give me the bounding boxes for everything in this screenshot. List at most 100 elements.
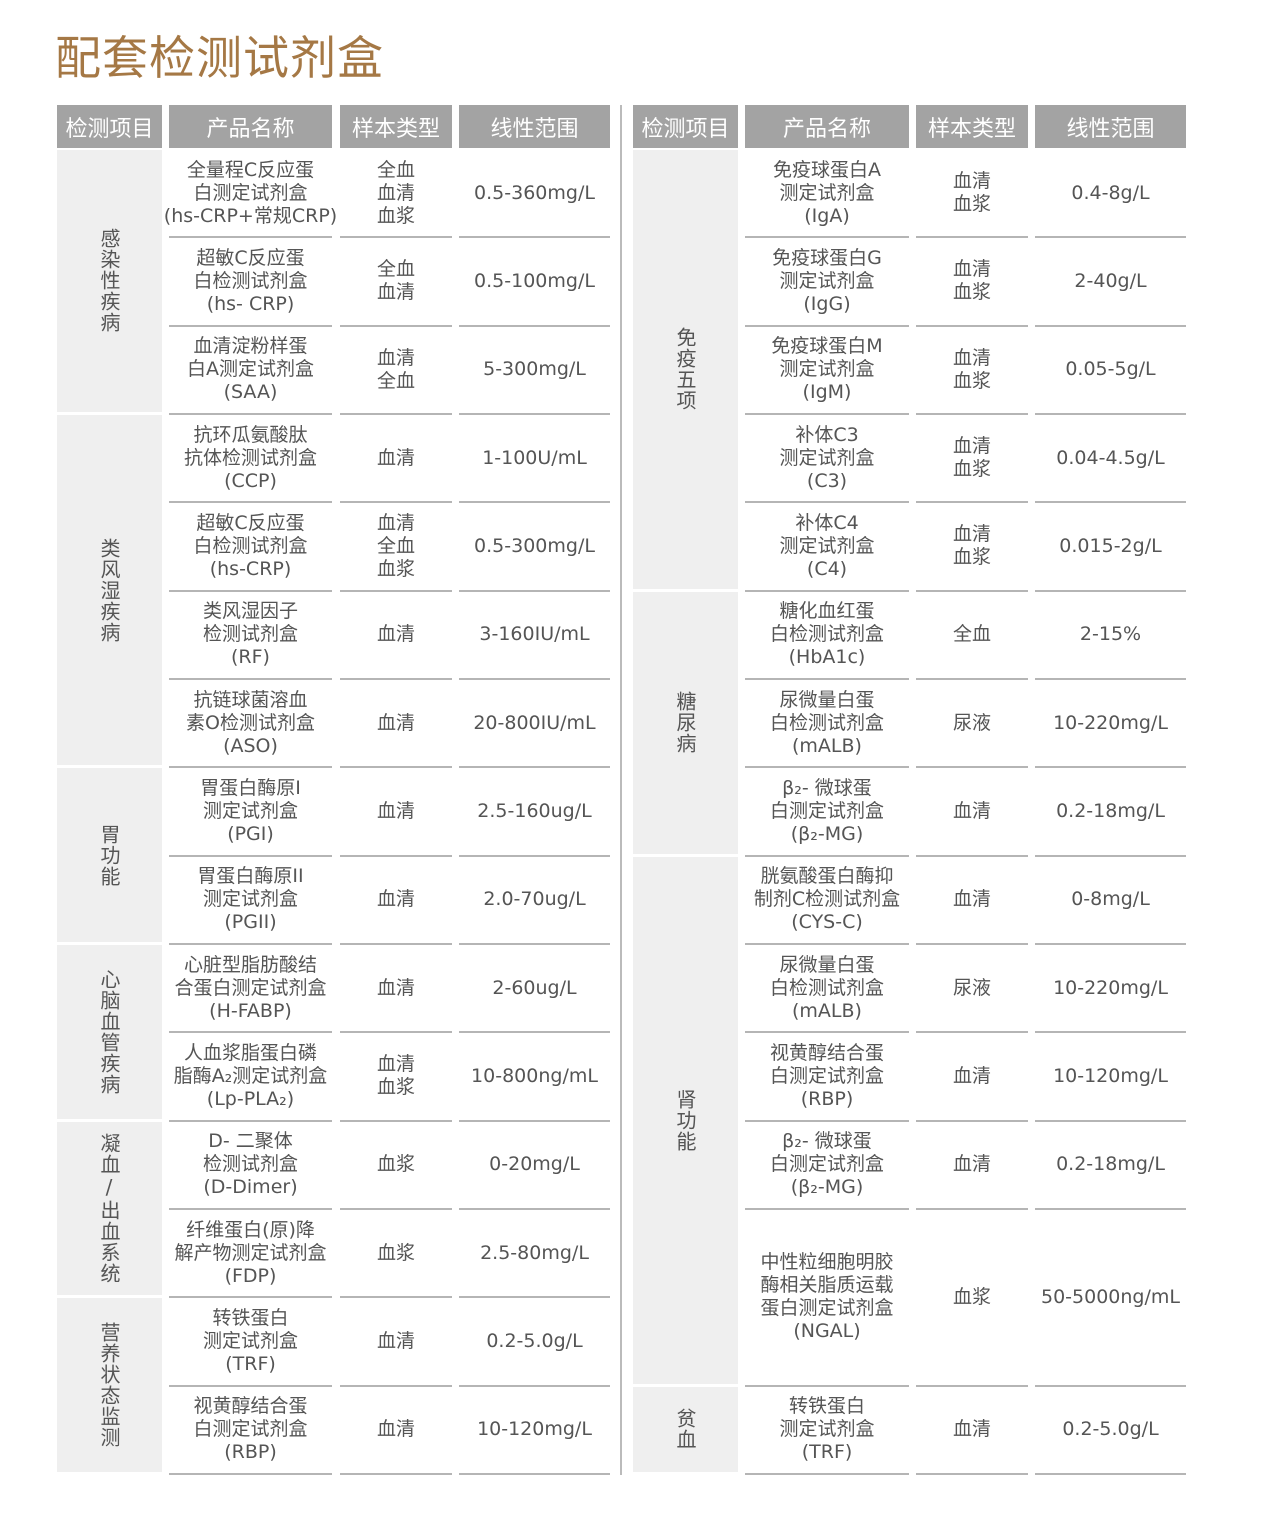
range-cell: 2.0-70ug/L (459, 857, 610, 945)
product-cell: 免疫球蛋白G 测定试剂盒 (IgG) (745, 238, 909, 327)
range-cell: 2.5-160ug/L (459, 768, 610, 857)
sample-line: 血清 (376, 1418, 415, 1441)
sample-line: 血清 (952, 1064, 991, 1087)
product-line: (CCP) (224, 469, 277, 492)
product-line: 视黄醇结合蛋 (769, 1041, 884, 1064)
product-line: 胃蛋白酶原I (200, 776, 301, 799)
range-text: 0.2-5.0g/L (1062, 1418, 1159, 1441)
product-line: 白测定试剂盒 (769, 1153, 884, 1176)
column-header: 检测项目 (57, 105, 162, 148)
sample-cell: 血清 (340, 1298, 452, 1387)
sample-cell: 全血 血清 血浆 (340, 150, 452, 239)
category: 营养状态监测 (57, 1298, 162, 1472)
product-line: 合蛋白测定试剂盒 (174, 976, 327, 999)
range-cell: 0.05-5g/L (1035, 327, 1186, 415)
range-text: 2.0-70ug/L (483, 888, 586, 911)
sample-cell: 血清 (340, 415, 452, 504)
range-cell: 0.5-300mg/L (459, 503, 610, 592)
range-cell: 2.5-80mg/L (459, 1210, 610, 1299)
product-line: 抗体检测试剂盒 (183, 446, 317, 469)
sample-cell: 血清 (916, 768, 1028, 857)
product-line: (PGII) (224, 911, 277, 934)
product-line: 抗链球菌溶血 (193, 688, 308, 711)
sample-line: 血清 (952, 435, 991, 458)
sample-line: 血浆 (376, 1153, 415, 1176)
product-line: (HbA1c) (788, 646, 866, 669)
sample-line: 血清 (376, 281, 415, 304)
product-line: 中性粒细胞明胶 (760, 1251, 894, 1274)
product-line: (RF) (231, 646, 270, 669)
product-line: 白检测试剂盒 (769, 976, 884, 999)
product-line: β₂- 微球蛋 (782, 1130, 872, 1153)
sample-line: 血清 (376, 346, 415, 369)
product-line: 白检测试剂盒 (193, 534, 308, 557)
sample-line: 全血 (376, 534, 415, 557)
sample-line: 血清 (952, 523, 991, 546)
product-line: 白A测定试剂盒 (187, 358, 314, 381)
product-line: 免疫球蛋白G (772, 246, 882, 269)
sample-line: 血浆 (376, 204, 415, 227)
column-header: 样本类型 (916, 105, 1028, 148)
product-line: (ASO) (223, 734, 278, 757)
product-line: (IgM) (802, 381, 852, 404)
range-text: 2.5-160ug/L (477, 799, 592, 822)
sample-line: 全血 (952, 623, 991, 646)
category-label: 凝血/出血系统 (97, 1132, 121, 1284)
range-cell: 0.2-5.0g/L (459, 1298, 610, 1387)
product-line: 血清淀粉样蛋 (193, 335, 308, 358)
product-cell: 超敏C反应蛋 白检测试剂盒 (hs- CRP) (169, 238, 332, 327)
product-cell: 胃蛋白酶原I 测定试剂盒 (PGI) (169, 768, 332, 857)
product-line: 检测试剂盒 (202, 1153, 298, 1176)
product-line: 测定试剂盒 (202, 1329, 298, 1352)
range-text: 5-300mg/L (483, 358, 586, 381)
product-line: (C3) (806, 469, 848, 492)
product-line: 免疫球蛋白M (771, 335, 883, 358)
range-text: 0-8mg/L (1071, 888, 1150, 911)
product-line: 解产物测定试剂盒 (174, 1241, 327, 1264)
category: 肾功能 (633, 856, 738, 1384)
product-line: (FDP) (224, 1264, 277, 1287)
range-cell: 0.04-4.5g/L (1035, 415, 1186, 504)
range-text: 50-5000ng/mL (1041, 1285, 1180, 1308)
range-text: 1-100U/mL (482, 446, 587, 469)
column-header: 产品名称 (169, 105, 332, 148)
range-cell: 0.2-18mg/L (1035, 1122, 1186, 1210)
product-line: 糖化血红蛋 (779, 600, 875, 623)
range-text: 3-160IU/mL (479, 623, 590, 646)
range-cell: 0-20mg/L (459, 1122, 610, 1210)
sample-line: 血浆 (376, 1076, 415, 1099)
sample-cell: 血清 (340, 945, 452, 1034)
range-cell: 10-800ng/mL (459, 1033, 610, 1122)
sample-line: 血浆 (952, 546, 991, 569)
category-label: 糖尿病 (673, 691, 697, 755)
range-text: 2-60ug/L (492, 976, 577, 999)
product-line: (CYS-C) (791, 911, 863, 934)
category: 贫血 (633, 1386, 738, 1472)
range-text: 0.05-5g/L (1065, 358, 1156, 381)
range-text: 10-120mg/L (1053, 1064, 1168, 1087)
product-cell: 胱氨酸蛋白酶抑 制剂C检测试剂盒 (CYS-C) (745, 857, 909, 945)
product-line: 白检测试剂盒 (769, 711, 884, 734)
range-text: 0.015-2g/L (1059, 534, 1162, 557)
category: 糖尿病 (633, 591, 738, 854)
sample-cell: 血清 (340, 857, 452, 945)
product-line: 超敏C反应蛋 (196, 246, 305, 269)
product-cell: D- 二聚体 检测试剂盒 (D-Dimer) (169, 1122, 332, 1210)
sample-line: 血清 (952, 888, 991, 911)
product-line: 测定试剂盒 (779, 534, 875, 557)
product-line: 制剂C检测试剂盒 (753, 888, 901, 911)
product-line: (PGI) (227, 822, 274, 845)
range-cell: 0.2-18mg/L (1035, 768, 1186, 857)
product-cell: 补体C4 测定试剂盒 (C4) (745, 503, 909, 592)
range-cell: 10-220mg/L (1035, 680, 1186, 769)
sample-line: 血清 (376, 446, 415, 469)
product-line: 测定试剂盒 (202, 799, 298, 822)
product-line: 酶相关脂质运载 (760, 1274, 894, 1297)
range-cell: 0.5-360mg/L (459, 150, 610, 239)
range-cell: 2-60ug/L (459, 945, 610, 1034)
range-text: 2-15% (1079, 623, 1142, 646)
product-cell: 胃蛋白酶原II 测定试剂盒 (PGII) (169, 857, 332, 945)
range-text: 0.5-100mg/L (474, 269, 595, 292)
product-line: (β₂-MG) (790, 1176, 864, 1199)
sample-cell: 血清 (916, 1122, 1028, 1210)
